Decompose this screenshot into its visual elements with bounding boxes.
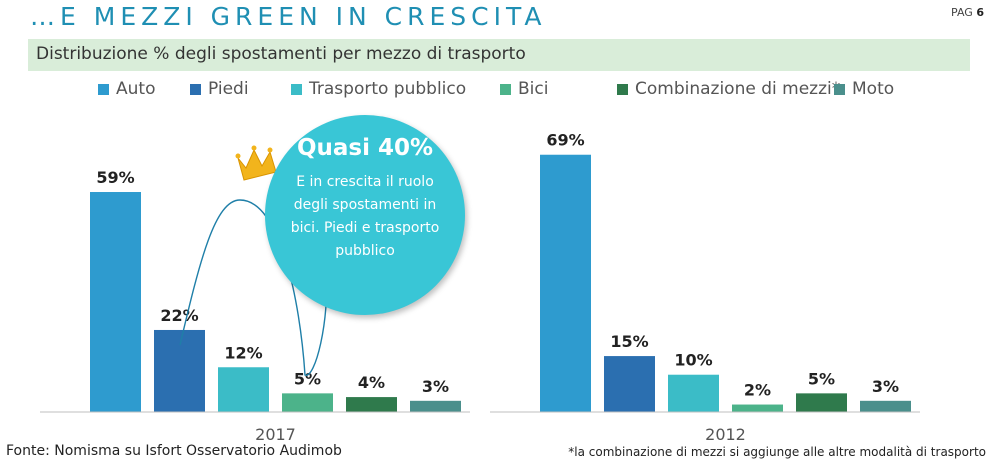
page-number-value: 6 [976, 6, 984, 19]
crown-jewel [235, 153, 241, 159]
bar-2012-moto [860, 400, 911, 412]
page-title: …E MEZZI GREEN IN CRESCITA [30, 2, 547, 31]
bar-2012-trasporto-pubblico [668, 374, 719, 412]
category-label-2017: 2017 [255, 425, 296, 444]
legend-label: Moto [852, 79, 895, 99]
callout-body: E in crescita il ruolo degli spostamenti… [290, 174, 440, 259]
callout-headline: Quasi 40% [296, 135, 434, 161]
bar-2017-bici [282, 393, 333, 412]
bar-2012-bici [732, 404, 783, 412]
page-label: PAG [951, 6, 973, 19]
legend-label: Piedi [208, 79, 249, 99]
bars-group: 59% 22% 12% 5% 4% 3% 69% 15% 10% 2% 5% 3% [90, 131, 911, 412]
bar-2012-piedi [604, 356, 655, 412]
bar-2017-trasporto-pubblico [218, 367, 269, 412]
legend-swatch [834, 83, 845, 95]
data-label-2012-trasporto-pubblico: 10% [674, 351, 712, 370]
crown-jewel [251, 145, 257, 151]
axes-group: 2017 2012 [40, 411, 920, 444]
data-label-2012-combinazione-di-mezzi: 5% [808, 369, 835, 388]
data-label-2017-moto: 3% [422, 377, 449, 396]
subtitle-band: Distribuzione % degli spostamenti per me… [28, 39, 970, 71]
legend-swatch [500, 83, 511, 95]
page-number: PAG 6 [951, 6, 984, 19]
chart-legend: Auto Piedi Trasporto pubblico Bici Combinazi… [98, 78, 938, 100]
source-note: Fonte: Nomisma su Isfort Osservatorio Au… [6, 443, 342, 459]
bar-2012-auto [540, 154, 591, 412]
bar-2017-combinazione-di-mezzi [346, 397, 397, 412]
data-label-2017-piedi: 22% [160, 306, 198, 325]
footnote: *la combinazione di mezzi si aggiunge al… [568, 445, 986, 459]
legend-item-piedi: Piedi [190, 78, 249, 100]
bar-2017-auto [90, 192, 141, 412]
bar-2017-moto [410, 400, 461, 412]
chart-subtitle: Distribuzione % degli spostamenti per me… [36, 44, 526, 64]
legend-swatch [190, 83, 201, 95]
crown-icon [235, 145, 277, 181]
data-label-2017-bici: 5% [294, 369, 321, 388]
data-label-2017-trasporto-pubblico: 12% [224, 343, 262, 362]
data-label-2012-moto: 3% [872, 377, 899, 396]
bar-2012-combinazione-di-mezzi [796, 393, 847, 412]
crown-shape [237, 148, 277, 181]
bar-2017-piedi [154, 329, 205, 412]
crown-jewel [267, 147, 273, 153]
legend-swatch [291, 83, 302, 95]
data-label-2012-auto: 69% [546, 131, 584, 150]
legend-item-auto: Auto [98, 78, 155, 100]
legend-swatch [617, 83, 628, 95]
data-label-2017-combinazione-di-mezzi: 4% [358, 373, 385, 392]
data-label-2017-auto: 59% [96, 168, 134, 187]
data-label-2012-bici: 2% [744, 381, 771, 400]
legend-label: Auto [116, 79, 156, 99]
legend-label: Trasporto pubblico [309, 79, 467, 99]
legend-label: Combinazione di mezzi* [635, 79, 841, 99]
legend-item-combinazione-di-mezzi: Combinazione di mezzi* [617, 78, 840, 100]
callout-bubble: Quasi 40% E in crescita il ruolo degli s… [265, 115, 465, 315]
legend-item-moto: Moto [834, 78, 894, 100]
legend-item-bici: Bici [500, 78, 548, 100]
category-label-2012: 2012 [705, 425, 746, 444]
legend-label: Bici [518, 79, 549, 99]
legend-swatch [98, 83, 109, 95]
legend-item-trasporto-pubblico: Trasporto pubblico [291, 78, 466, 100]
data-label-2012-piedi: 15% [610, 332, 648, 351]
